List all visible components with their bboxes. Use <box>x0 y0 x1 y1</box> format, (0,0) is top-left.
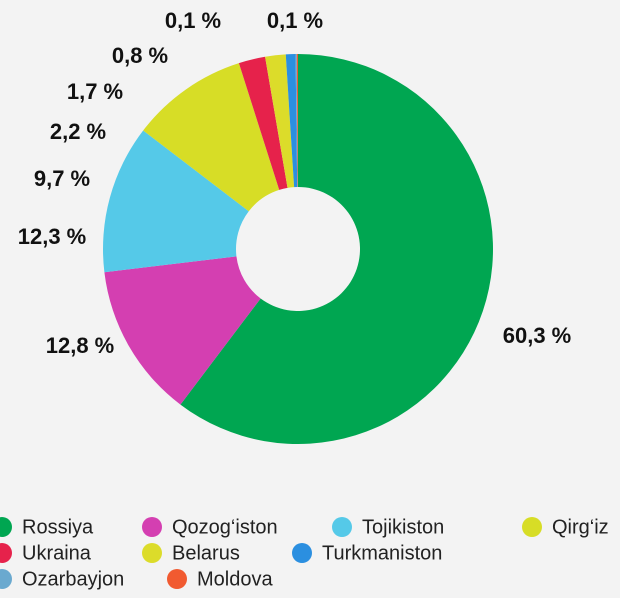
donut-slice <box>104 256 261 405</box>
legend-label: Rossiya <box>22 516 94 538</box>
donut-slice <box>296 54 298 188</box>
donut-slice <box>180 54 494 444</box>
legend-label: Turkmaniston <box>322 542 442 564</box>
legend-label: Moldova <box>197 568 273 590</box>
value-label: 12,8 % <box>46 333 115 358</box>
legend-swatch <box>332 517 352 537</box>
value-label: 60,3 % <box>503 323 572 348</box>
donut-slice <box>238 56 288 190</box>
value-label: 9,7 % <box>34 166 90 191</box>
legend-swatch <box>292 543 312 563</box>
legend-swatch <box>522 517 542 537</box>
legend-swatch <box>142 517 162 537</box>
legend-swatch <box>142 543 162 563</box>
value-label: 12,3 % <box>18 224 87 249</box>
value-label: 0,1 % <box>165 8 221 33</box>
legend-swatch <box>0 543 12 563</box>
legend-label: Ozarbayjon <box>22 568 124 590</box>
donut-slice <box>295 54 298 188</box>
legend-label: Qirg‘iz <box>552 516 609 538</box>
donut-slice <box>265 54 295 188</box>
donut-slice <box>143 63 280 212</box>
legend-label: Belarus <box>172 542 240 564</box>
legend-swatch <box>167 569 187 589</box>
value-label: 0,1 % <box>267 8 323 33</box>
legend-label: Qozog‘iston <box>172 516 278 538</box>
legend-swatch <box>0 569 12 589</box>
legend-label: Ukraina <box>22 542 92 564</box>
donut-slice <box>285 54 298 188</box>
legend-label: Tojikiston <box>362 516 444 538</box>
legend-swatch <box>0 517 12 537</box>
value-label: 1,7 % <box>67 79 123 104</box>
value-label: 2,2 % <box>50 119 106 144</box>
value-label: 0,8 % <box>112 43 168 68</box>
donut-slice <box>103 130 249 273</box>
